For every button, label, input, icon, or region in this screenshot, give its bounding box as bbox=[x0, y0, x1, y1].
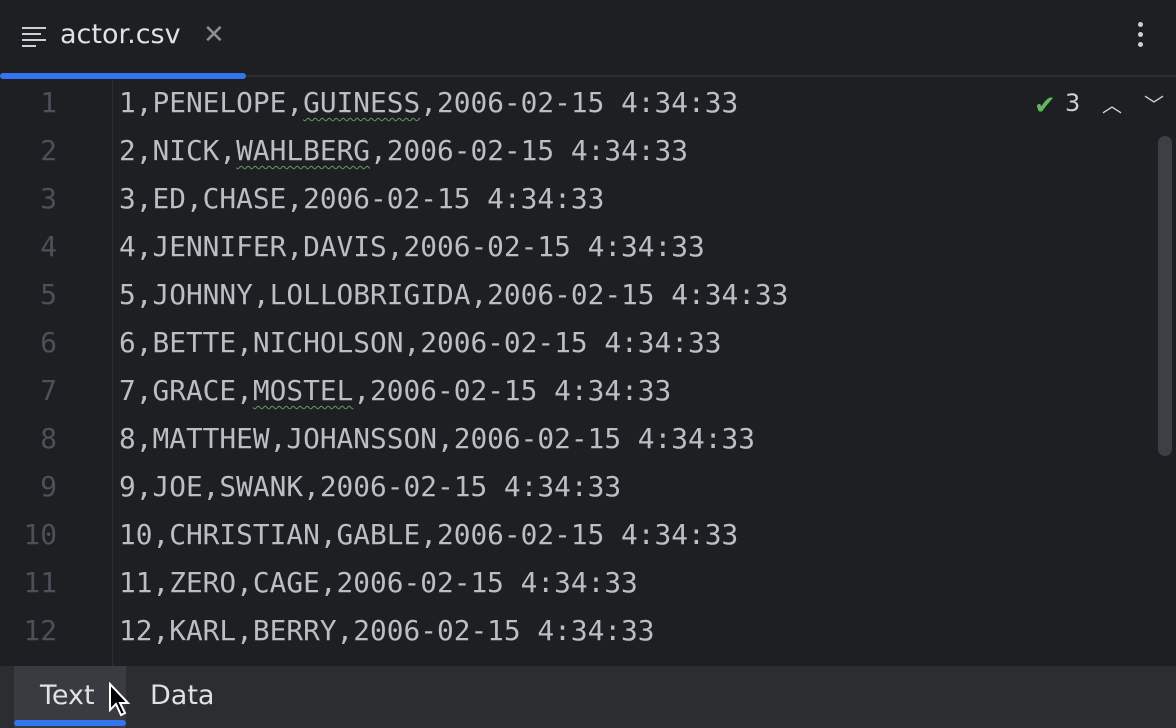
chevron-down-icon[interactable]: ﹀ bbox=[1144, 93, 1164, 117]
line-number: 12 bbox=[23, 614, 57, 647]
code-editor[interactable]: 1 1,PENELOPE,GUINESS,2006-02-15 4:34:33 2 2… bbox=[0, 79, 1176, 666]
line-number: 2 bbox=[40, 134, 57, 167]
mouse-pointer-icon bbox=[109, 682, 131, 717]
code-line: 1 1,PENELOPE,GUINESS,2006-02-15 4:34:33 bbox=[0, 79, 1100, 127]
line-text: 9,JOE,SWANK,2006-02-15 4:34:33 bbox=[119, 463, 621, 511]
text-segment: ,2006-02-15 4:34:33 bbox=[420, 86, 739, 119]
close-icon[interactable]: ✕ bbox=[203, 20, 225, 50]
tab-text[interactable]: Text bbox=[14, 666, 126, 728]
line-number: 8 bbox=[40, 422, 57, 455]
text-segment: 10,CHRISTIAN,GABLE,2006-02-15 4:34:33 bbox=[119, 518, 739, 551]
spelling-warning-word: WAHLBERG bbox=[236, 134, 371, 167]
text-segment: 5,JOHNNY,LOLLOBRIGIDA,2006-02-15 4:34:33 bbox=[119, 278, 789, 311]
line-text: 13,KIM,WOOD,2006-02-15 4:34:33 bbox=[119, 655, 621, 666]
line-text: 1,PENELOPE,GUINESS,2006-02-15 4:34:33 bbox=[119, 79, 738, 127]
line-text: 7,GRACE,MOSTEL,2006-02-15 4:34:33 bbox=[119, 367, 671, 415]
tab-data-label: Data bbox=[150, 680, 215, 711]
tab-text-label: Text bbox=[40, 680, 95, 711]
line-text: 8,MATTHEW,JOHANSSON,2006-02-15 4:34:33 bbox=[119, 415, 755, 463]
tab-actor-csv[interactable]: actor.csv ✕ bbox=[0, 0, 246, 79]
more-vertical-icon[interactable] bbox=[1130, 22, 1150, 52]
tab-title: actor.csv bbox=[60, 19, 181, 50]
line-number: 6 bbox=[40, 326, 57, 359]
line-text: 5,JOHNNY,LOLLOBRIGIDA,2006-02-15 4:34:33 bbox=[119, 271, 788, 319]
text-segment: 4,JENNIFER,DAVIS,2006-02-15 4:34:33 bbox=[119, 230, 705, 263]
code-line: 9 9,JOE,SWANK,2006-02-15 4:34:33 bbox=[0, 463, 1100, 511]
editor-tab-bar: actor.csv ✕ bbox=[0, 0, 1176, 79]
tab-data[interactable]: Data bbox=[150, 666, 214, 728]
active-tab-indicator bbox=[14, 720, 126, 726]
vertical-scrollbar[interactable] bbox=[1158, 136, 1172, 456]
line-text: 4,JENNIFER,DAVIS,2006-02-15 4:34:33 bbox=[119, 223, 705, 271]
code-line: 10 10,CHRISTIAN,GABLE,2006-02-15 4:34:33 bbox=[0, 511, 1100, 559]
text-segment: 13,KIM,WOOD,2006-02-15 4:34:33 bbox=[119, 662, 621, 666]
line-number: 11 bbox=[23, 566, 57, 599]
code-line: 2 2,NICK,WAHLBERG,2006-02-15 4:34:33 bbox=[0, 127, 1100, 175]
text-segment: 3,ED,CHASE,2006-02-15 4:34:33 bbox=[119, 182, 605, 215]
code-line: 6 6,BETTE,NICHOLSON,2006-02-15 4:34:33 bbox=[0, 319, 1100, 367]
text-segment: 12,KARL,BERRY,2006-02-15 4:34:33 bbox=[119, 614, 655, 647]
text-segment: 6,BETTE,NICHOLSON,2006-02-15 4:34:33 bbox=[119, 326, 722, 359]
code-line: 7 7,GRACE,MOSTEL,2006-02-15 4:34:33 bbox=[0, 367, 1100, 415]
line-text: 11,ZERO,CAGE,2006-02-15 4:34:33 bbox=[119, 559, 638, 607]
line-number-gutter bbox=[0, 79, 113, 666]
text-segment: ,2006-02-15 4:34:33 bbox=[370, 134, 689, 167]
line-text: 3,ED,CHASE,2006-02-15 4:34:33 bbox=[119, 175, 604, 223]
inspection-count: 3 bbox=[1065, 89, 1081, 117]
code-line: 5 5,JOHNNY,LOLLOBRIGIDA,2006-02-15 4:34:3… bbox=[0, 271, 1100, 319]
code-line: 12 12,KARL,BERRY,2006-02-15 4:34:33 bbox=[0, 607, 1100, 655]
text-segment: 7,GRACE, bbox=[119, 374, 253, 407]
line-text: 2,NICK,WAHLBERG,2006-02-15 4:34:33 bbox=[119, 127, 688, 175]
line-number: 1 bbox=[40, 86, 57, 119]
line-number: 13 bbox=[0, 655, 57, 666]
text-segment: 9,JOE,SWANK,2006-02-15 4:34:33 bbox=[119, 470, 622, 503]
check-icon: ✔ bbox=[1034, 91, 1056, 121]
line-number: 7 bbox=[40, 374, 57, 407]
spelling-warning-word: GUINESS bbox=[303, 86, 421, 119]
text-segment: 2,NICK, bbox=[119, 134, 237, 167]
code-line: 8 8,MATTHEW,JOHANSSON,2006-02-15 4:34:33 bbox=[0, 415, 1100, 463]
text-file-icon bbox=[22, 27, 46, 47]
text-segment: 8,MATTHEW,JOHANSSON,2006-02-15 4:34:33 bbox=[119, 422, 755, 455]
active-tab-indicator bbox=[0, 73, 246, 79]
code-line: 11 11,ZERO,CAGE,2006-02-15 4:34:33 bbox=[0, 559, 1100, 607]
text-segment: 1,PENELOPE, bbox=[119, 86, 304, 119]
line-number: 4 bbox=[40, 230, 57, 263]
line-number: 3 bbox=[40, 182, 57, 215]
editor-mode-tabs: Text Data bbox=[0, 666, 1176, 728]
text-segment: ,2006-02-15 4:34:33 bbox=[353, 374, 672, 407]
line-number: 5 bbox=[40, 278, 57, 311]
line-text: 6,BETTE,NICHOLSON,2006-02-15 4:34:33 bbox=[119, 319, 721, 367]
line-text: 10,CHRISTIAN,GABLE,2006-02-15 4:34:33 bbox=[119, 511, 738, 559]
line-number: 9 bbox=[40, 470, 57, 503]
line-number: 10 bbox=[23, 518, 57, 551]
text-segment: 11,ZERO,CAGE,2006-02-15 4:34:33 bbox=[119, 566, 638, 599]
chevron-up-icon[interactable]: ︿ bbox=[1102, 93, 1122, 117]
code-line: 13 13,KIM,WOOD,2006-02-15 4:34:33 bbox=[0, 655, 1100, 666]
line-text: 12,KARL,BERRY,2006-02-15 4:34:33 bbox=[119, 607, 655, 655]
spelling-warning-word: MOSTEL bbox=[252, 374, 354, 407]
code-line: 4 4,JENNIFER,DAVIS,2006-02-15 4:34:33 bbox=[0, 223, 1100, 271]
code-line: 3 3,ED,CHASE,2006-02-15 4:34:33 bbox=[0, 175, 1100, 223]
